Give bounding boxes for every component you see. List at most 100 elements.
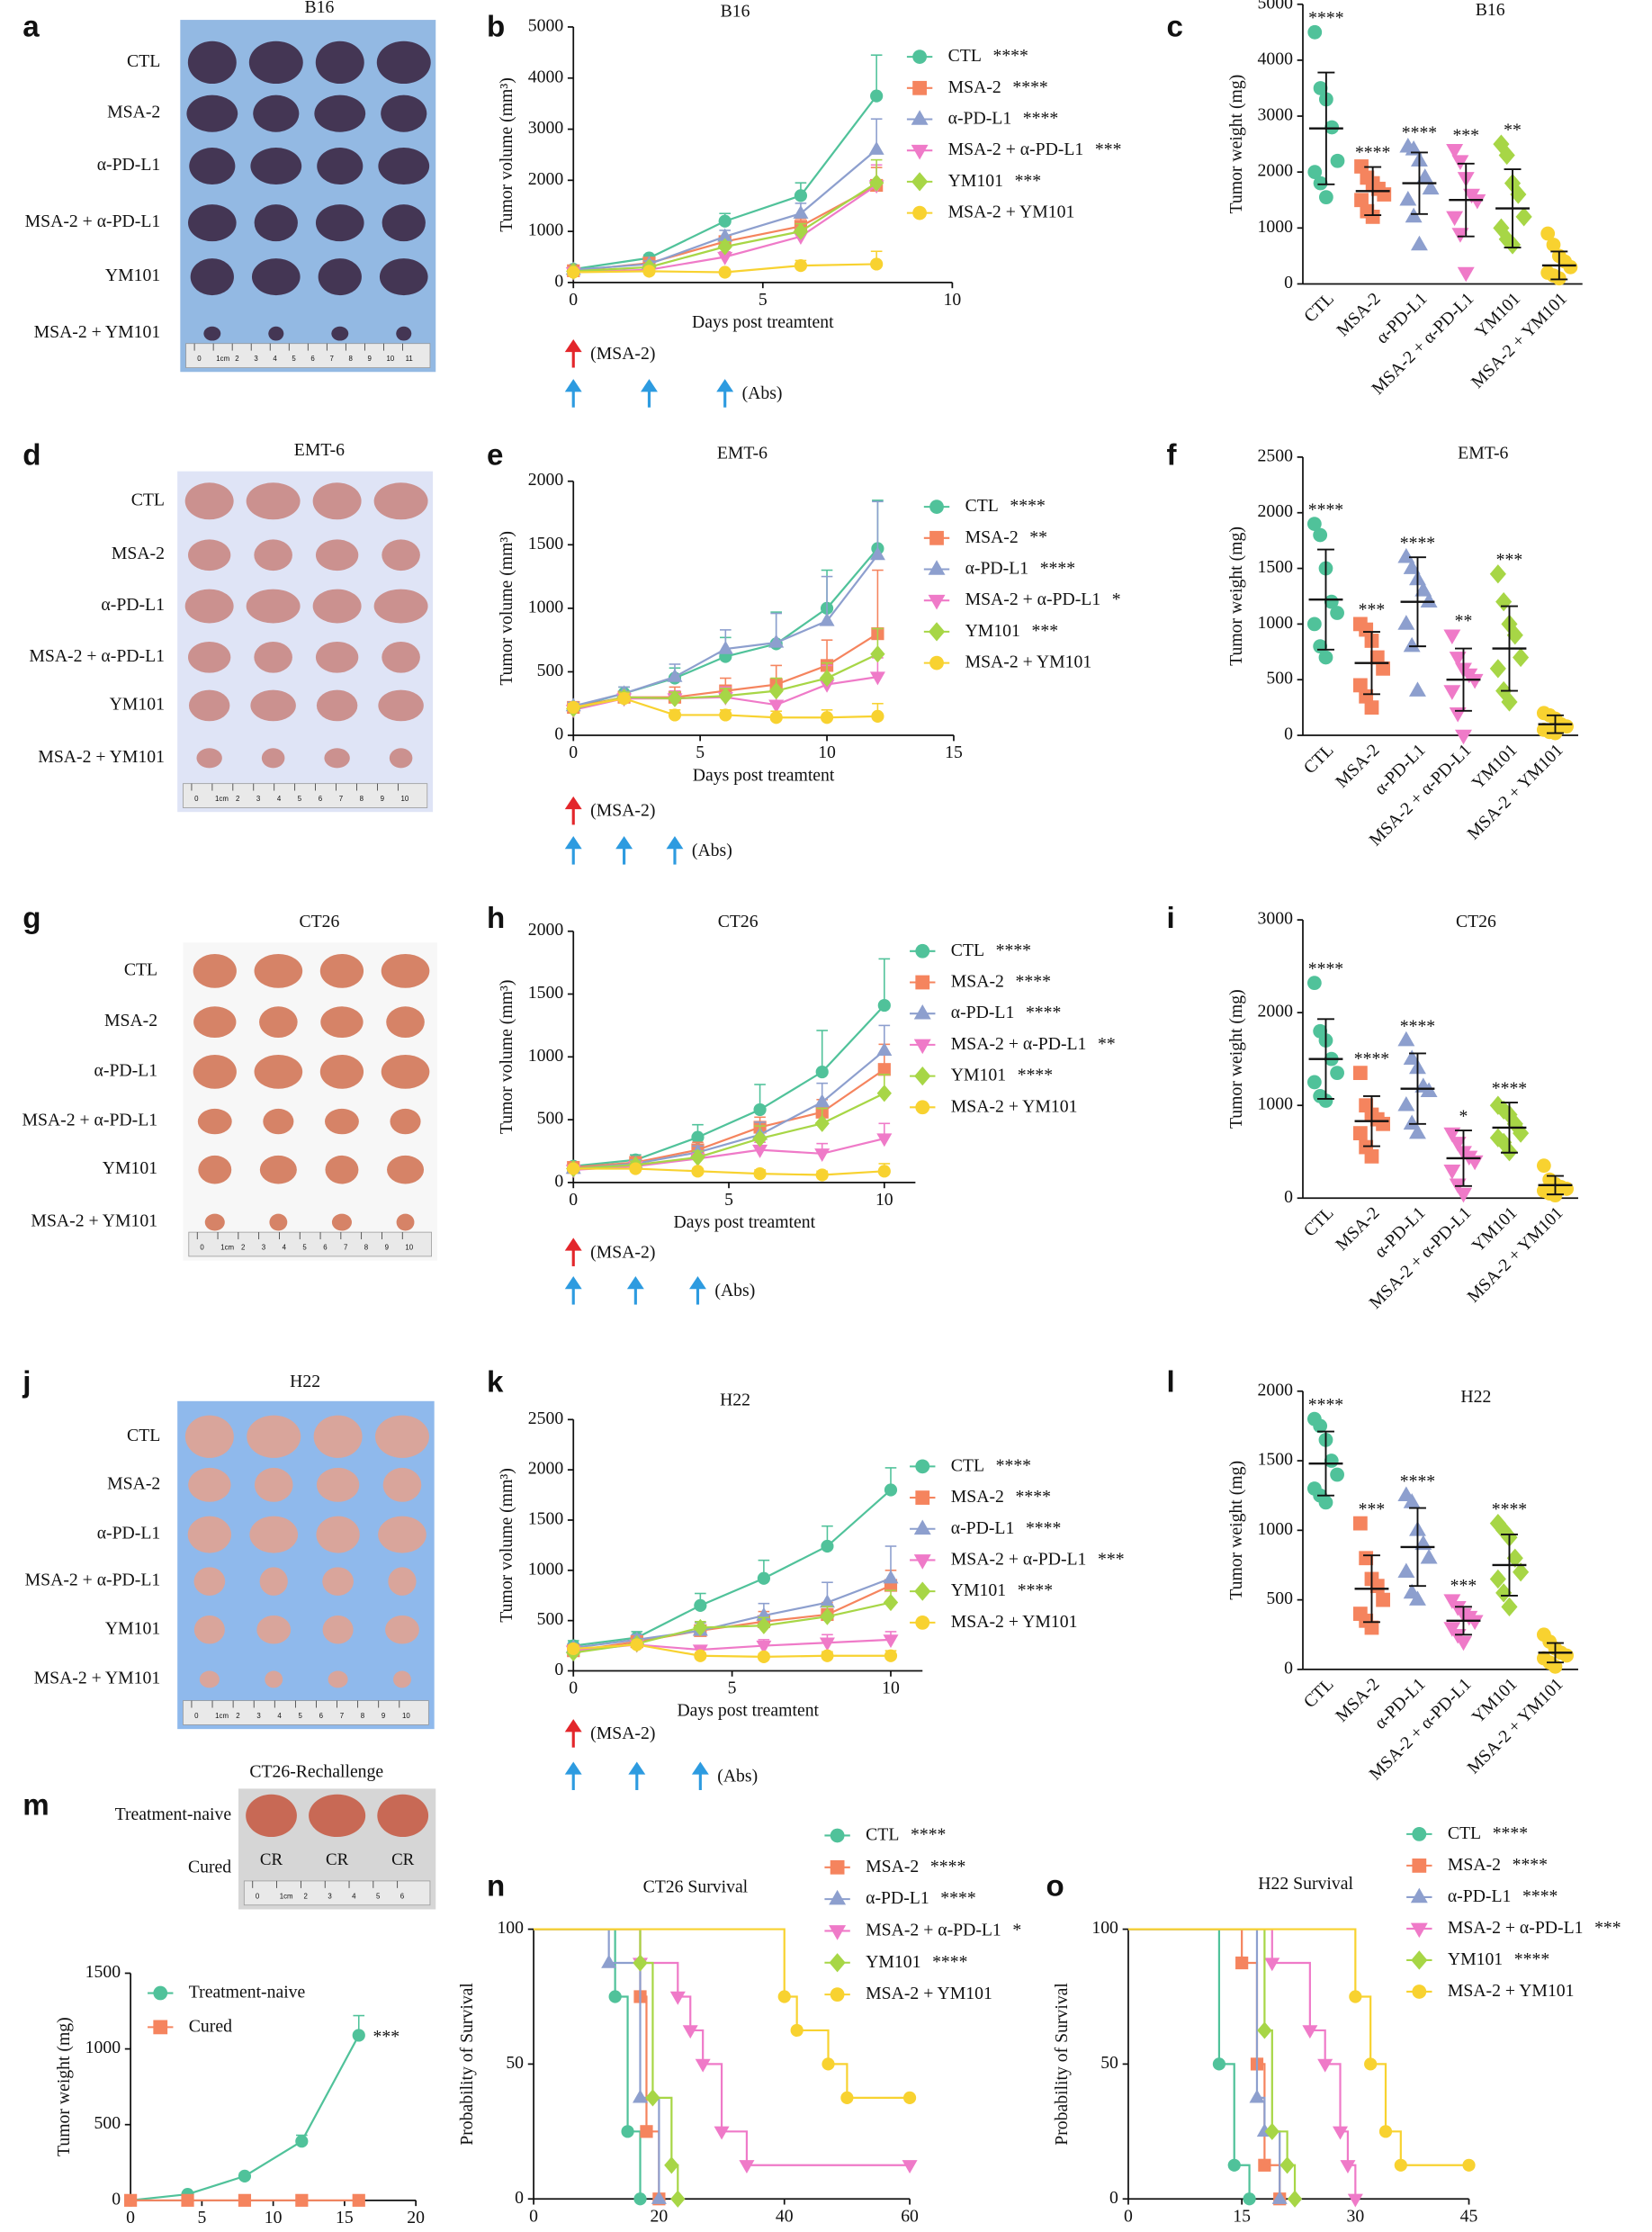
tumor bbox=[251, 258, 301, 296]
marker bbox=[1264, 1958, 1280, 1972]
x-tick-label: 15 bbox=[1233, 2206, 1251, 2226]
tumor bbox=[188, 689, 230, 722]
marker bbox=[1510, 184, 1527, 204]
row-label: MSA-2 + YM101 bbox=[38, 747, 165, 767]
marker bbox=[757, 1571, 770, 1585]
ruler-label: 3 bbox=[256, 1712, 261, 1720]
y-tick-label: 500 bbox=[537, 1609, 564, 1629]
survival-curve bbox=[534, 1928, 911, 2099]
marker bbox=[352, 2029, 365, 2042]
legend-marker bbox=[929, 500, 944, 514]
ruler-label: 5 bbox=[292, 355, 296, 363]
x-tick-label: 0 bbox=[126, 2208, 135, 2228]
chart-title: B16 bbox=[1476, 0, 1505, 20]
legend-significance: **** bbox=[1012, 76, 1047, 96]
tumor bbox=[203, 326, 221, 341]
marker bbox=[633, 1954, 648, 1972]
x-axis-label: Days post treamtent bbox=[692, 312, 834, 332]
arrow-head bbox=[564, 1719, 582, 1732]
y-axis-label: Tumor weight (mg) bbox=[54, 2017, 74, 2156]
tumor bbox=[184, 589, 234, 624]
legend-marker bbox=[913, 1519, 931, 1535]
marker bbox=[691, 1130, 705, 1144]
marker bbox=[1394, 2158, 1407, 2172]
chart-title: H22 bbox=[1460, 1387, 1491, 1407]
marker bbox=[1405, 207, 1423, 223]
row-label: MSA-2 bbox=[107, 103, 160, 122]
significance: **** bbox=[1492, 1499, 1527, 1519]
marker bbox=[777, 1990, 791, 2003]
tumor bbox=[254, 1467, 293, 1502]
marker bbox=[1455, 729, 1472, 745]
y-tick-label: 0 bbox=[554, 1660, 563, 1679]
legend-significance: **** bbox=[1016, 971, 1051, 991]
arrow-head bbox=[641, 379, 658, 392]
tumor bbox=[382, 1467, 422, 1502]
significance: **** bbox=[1308, 1395, 1343, 1415]
marker bbox=[1317, 2058, 1333, 2073]
tumor bbox=[388, 1567, 417, 1596]
chart-title: EMT-6 bbox=[1458, 443, 1508, 463]
legend-entry: MSA-2 **** bbox=[951, 1487, 1051, 1507]
legend-marker bbox=[915, 1615, 930, 1630]
marker bbox=[902, 2160, 918, 2174]
legend-significance: **** bbox=[1018, 1065, 1053, 1084]
marker bbox=[821, 1649, 834, 1662]
marker bbox=[1455, 1635, 1472, 1652]
marker bbox=[870, 257, 884, 271]
tumor bbox=[259, 1006, 298, 1039]
y-axis-label: Tumor volume (mm³) bbox=[497, 1468, 516, 1623]
marker bbox=[1422, 179, 1440, 195]
legend-marker bbox=[928, 560, 946, 575]
row-label: MSA-2 + α-PD-L1 bbox=[29, 646, 165, 666]
dosing-arrow bbox=[628, 1761, 646, 1790]
y-tick-label: 500 bbox=[1266, 1588, 1293, 1608]
arrow-head bbox=[626, 1275, 644, 1290]
legend-significance: **** bbox=[1026, 1003, 1061, 1022]
ruler-label: 1cm bbox=[220, 1244, 234, 1252]
marker bbox=[757, 1650, 770, 1663]
marker bbox=[753, 1102, 767, 1117]
marker bbox=[1352, 1126, 1368, 1140]
marker bbox=[630, 1638, 643, 1652]
legend-label: YM101 bbox=[948, 170, 1003, 190]
legend-marker bbox=[1412, 1826, 1427, 1841]
x-tick-label: CTL bbox=[1300, 289, 1338, 327]
y-tick-label: 1000 bbox=[528, 1559, 564, 1579]
y-tick-label: 2500 bbox=[528, 1408, 564, 1428]
ruler-label: 6 bbox=[319, 795, 323, 803]
legend-significance: **** bbox=[1018, 1580, 1053, 1600]
marker bbox=[902, 2091, 917, 2104]
marker bbox=[1513, 1562, 1530, 1582]
tumor bbox=[314, 94, 366, 132]
marker bbox=[682, 2025, 698, 2039]
chart-title: CT26 bbox=[718, 912, 759, 932]
dosing-arrow bbox=[615, 836, 633, 865]
legend-label: MSA-2 + α-PD-L1 bbox=[1448, 1917, 1584, 1937]
marker bbox=[1468, 194, 1486, 210]
marker bbox=[1451, 155, 1469, 170]
dosing-arrow bbox=[564, 379, 582, 408]
legend-significance: **** bbox=[1522, 1886, 1558, 1905]
marker bbox=[1548, 1188, 1563, 1203]
tumor bbox=[319, 953, 364, 988]
marker bbox=[181, 2193, 194, 2207]
marker bbox=[1559, 719, 1574, 734]
marker bbox=[1352, 678, 1368, 693]
row-label: MSA-2 + α-PD-L1 bbox=[22, 1111, 157, 1130]
significance: *** bbox=[1452, 126, 1479, 146]
tumor bbox=[189, 148, 236, 185]
ruler-label: 9 bbox=[381, 795, 384, 803]
legend-entry: CTL **** bbox=[951, 940, 1031, 959]
ruler-label: 8 bbox=[361, 1712, 365, 1720]
marker bbox=[717, 640, 733, 654]
row-label: MSA-2 bbox=[112, 544, 165, 563]
legend-label: YM101 bbox=[866, 1951, 920, 1971]
tumor bbox=[261, 748, 285, 769]
x-tick-label: 5 bbox=[759, 290, 768, 310]
dosing-arrow bbox=[564, 338, 582, 368]
tumor bbox=[381, 953, 430, 988]
ruler-label: 8 bbox=[364, 1244, 369, 1252]
tumor bbox=[188, 1467, 231, 1502]
legend-entry: MSA-2 + α-PD-L1 *** bbox=[1448, 1917, 1621, 1937]
